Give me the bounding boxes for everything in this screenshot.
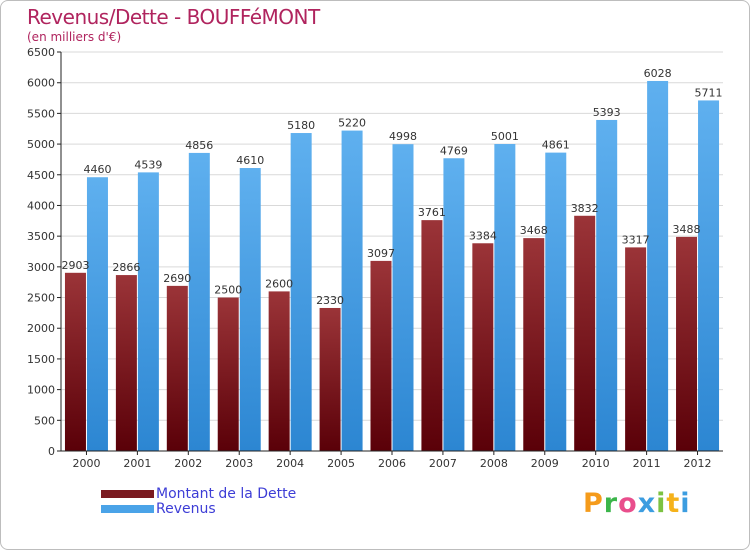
data-label-dette: 2690: [163, 272, 191, 285]
bar-revenus: [290, 133, 312, 451]
data-label-revenus: 5001: [491, 130, 519, 143]
bar-revenus: [545, 152, 567, 452]
bar-dette: [370, 260, 392, 451]
bar-dette: [574, 215, 596, 451]
data-label-dette: 2866: [112, 261, 140, 274]
data-label-dette: 3097: [367, 247, 395, 260]
bar-dette: [217, 297, 239, 451]
x-tick-label: 2012: [684, 457, 712, 470]
bar-dette: [319, 307, 341, 451]
bar-revenus: [698, 100, 720, 451]
x-tick-label: 2001: [123, 457, 151, 470]
x-tick-label: 2007: [429, 457, 457, 470]
x-tick-label: 2004: [276, 457, 304, 470]
logo-letter: i: [680, 488, 691, 519]
x-tick-label: 2005: [327, 457, 355, 470]
bar-dette: [472, 243, 494, 451]
y-tick-label: 2000: [27, 322, 55, 335]
x-tick-label: 2011: [633, 457, 661, 470]
data-label-dette: 3488: [673, 223, 701, 236]
bar-dette: [625, 247, 647, 451]
data-label-revenus: 5393: [593, 106, 621, 119]
data-label-dette: 2500: [214, 284, 242, 297]
data-label-dette: 3468: [520, 224, 548, 237]
data-label-dette: 3832: [571, 202, 599, 215]
bar-dette: [166, 285, 188, 451]
logo-letter: i: [656, 488, 667, 519]
data-label-revenus: 4861: [542, 139, 570, 152]
y-tick-label: 5000: [27, 138, 55, 151]
data-label-revenus: 5180: [287, 119, 315, 132]
y-tick-label: 0: [48, 445, 55, 458]
data-label-revenus: 4998: [389, 130, 417, 143]
y-tick-label: 2500: [27, 292, 55, 305]
data-label-revenus: 4460: [83, 163, 111, 176]
x-tick-label: 2010: [582, 457, 610, 470]
data-label-revenus: 6028: [644, 67, 672, 80]
data-label-revenus: 5711: [695, 86, 723, 99]
data-label-revenus: 4539: [134, 158, 162, 171]
legend-swatch-revenus: [101, 505, 154, 513]
bar-revenus: [86, 177, 108, 451]
y-tick-label: 1500: [27, 353, 55, 366]
chart-title: Revenus/Dette - BOUFFéMONT: [27, 5, 320, 29]
data-label-dette: 2600: [265, 277, 293, 290]
x-tick-label: 2003: [225, 457, 253, 470]
bar-dette: [523, 238, 545, 451]
y-tick-label: 1000: [27, 384, 55, 397]
y-tick-label: 6000: [27, 77, 55, 90]
bar-dette: [64, 272, 86, 451]
bar-revenus: [188, 152, 210, 451]
bar-dette: [421, 220, 443, 451]
y-tick-label: 4500: [27, 169, 55, 182]
bar-dette: [676, 236, 698, 451]
logo-letter: o: [618, 488, 638, 519]
bar-revenus: [443, 158, 465, 451]
data-label-dette: 3761: [418, 206, 446, 219]
logo-letter: P: [583, 488, 604, 519]
bar-revenus: [137, 172, 159, 451]
x-tick-label: 2006: [378, 457, 406, 470]
data-label-revenus: 4610: [236, 154, 264, 167]
bar-revenus: [239, 168, 261, 452]
bar-dette: [115, 275, 137, 451]
data-label-revenus: 4856: [185, 139, 213, 152]
x-tick-label: 2000: [72, 457, 100, 470]
logo-letter: x: [637, 488, 657, 519]
logo-letter: t: [666, 488, 681, 519]
bar-revenus: [341, 130, 363, 451]
y-tick-label: 3000: [27, 261, 55, 274]
data-label-dette: 2903: [61, 259, 89, 272]
data-label-dette: 2330: [316, 294, 344, 307]
x-tick-label: 2008: [480, 457, 508, 470]
bar-revenus: [596, 119, 618, 452]
data-label-dette: 3317: [622, 233, 650, 246]
y-tick-label: 500: [34, 414, 55, 427]
data-label-revenus: 5220: [338, 117, 366, 130]
bar-revenus: [392, 144, 414, 451]
proxiti-logo: Proxiti: [583, 488, 691, 519]
x-tick-label: 2009: [531, 457, 559, 470]
y-tick-label: 3500: [27, 230, 55, 243]
y-tick-label: 4000: [27, 199, 55, 212]
bar-revenus: [647, 80, 669, 451]
data-label-dette: 3384: [469, 229, 497, 242]
legend-label-dette: Montant de la Dette: [156, 486, 297, 502]
legend-swatch-dette: [101, 490, 154, 498]
x-tick-label: 2002: [174, 457, 202, 470]
data-label-revenus: 4769: [440, 144, 468, 157]
bar-revenus: [494, 144, 516, 451]
logo-letter: r: [603, 488, 619, 519]
y-tick-label: 6500: [27, 46, 55, 59]
legend-label-revenus: Revenus: [156, 501, 216, 517]
chart-subtitle: (en milliers d'€): [27, 30, 122, 44]
y-tick-label: 5500: [27, 107, 55, 120]
bar-dette: [268, 291, 290, 451]
